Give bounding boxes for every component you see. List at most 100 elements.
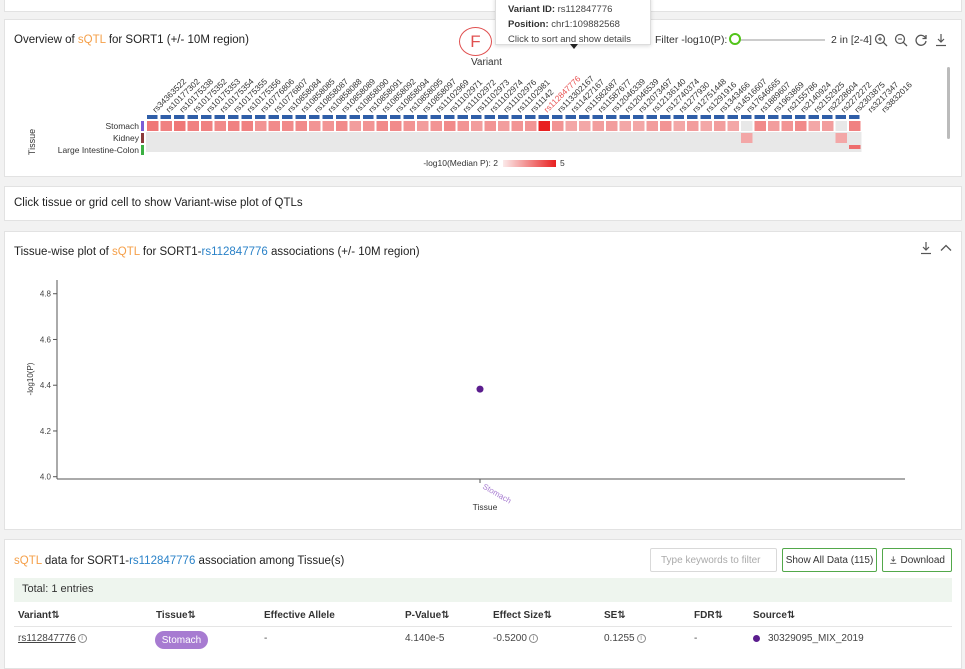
heatmap-cell[interactable] <box>322 121 335 131</box>
heatmap-cell[interactable] <box>849 145 861 149</box>
zoom-in-icon[interactable] <box>873 32 889 48</box>
sort-icon[interactable]: ⇅ <box>543 610 552 621</box>
heatmap-cell[interactable] <box>241 121 254 131</box>
tissue-label[interactable]: Kidney <box>113 133 140 143</box>
tissue-label[interactable]: Large Intestine-Colon <box>58 145 140 155</box>
heatmap-cell[interactable] <box>174 121 186 131</box>
heatmap-cell[interactable] <box>349 121 362 131</box>
col-header-source[interactable]: Source⇅ <box>753 610 796 621</box>
heatmap-cell[interactable] <box>822 121 834 131</box>
heatmap-cell[interactable] <box>606 121 618 131</box>
heatmap-cell[interactable] <box>781 121 794 131</box>
heatmap-cell[interactable] <box>633 121 645 131</box>
heatmap-cell[interactable] <box>741 121 753 131</box>
tissue-axis-label: Tissue <box>27 129 37 155</box>
heatmap-cell[interactable] <box>754 121 767 131</box>
heatmap-cell[interactable] <box>619 121 632 131</box>
heatmap-cell[interactable] <box>552 121 564 131</box>
col-header-variant[interactable]: Variant⇅ <box>18 610 60 621</box>
heatmap-cell[interactable] <box>835 121 848 131</box>
heatmap-cell[interactable] <box>511 121 524 131</box>
download-icon <box>890 556 897 564</box>
col-header-se[interactable]: SE⇅ <box>604 610 626 621</box>
heatmap-cell[interactable] <box>646 121 659 131</box>
heatmap-cell[interactable] <box>687 121 699 131</box>
heatmap-cell[interactable] <box>471 121 483 131</box>
heatmap-cell[interactable] <box>525 121 537 131</box>
keyword-filter-input[interactable] <box>650 548 777 572</box>
heatmap-cell[interactable] <box>673 121 686 131</box>
data-panel-variant-link[interactable]: rs112847776 <box>129 555 196 567</box>
cell-effective-allele: - <box>264 633 268 644</box>
heatmap-cell[interactable] <box>795 121 807 131</box>
tissue-color-marker <box>141 133 144 143</box>
heatmap-cell[interactable] <box>700 121 713 131</box>
filter-slider-track[interactable] <box>738 39 825 41</box>
heatmap-cell[interactable] <box>390 121 402 131</box>
heatmap-cell[interactable] <box>808 121 821 131</box>
data-point[interactable] <box>476 385 484 393</box>
heatmap-cell[interactable] <box>768 121 780 131</box>
heatmap-cell[interactable] <box>592 121 605 131</box>
heatmap-cell[interactable] <box>268 121 281 131</box>
overview-scrollbar[interactable] <box>947 67 950 139</box>
variant-tissue-heatmap[interactable]: rs34363522rs10177302rs10175338rs10175352… <box>5 20 945 168</box>
heatmap-cell[interactable] <box>714 121 726 131</box>
info-icon[interactable]: i <box>528 633 538 643</box>
heatmap-cell[interactable] <box>363 121 375 131</box>
col-header-p-value[interactable]: P-Value⇅ <box>405 610 450 621</box>
heatmap-cell[interactable] <box>417 121 429 131</box>
zoom-out-icon[interactable] <box>893 32 909 48</box>
download-icon[interactable] <box>933 32 949 48</box>
col-header-effect-size[interactable]: Effect Size⇅ <box>493 610 552 621</box>
info-icon[interactable]: i <box>636 633 646 643</box>
info-icon[interactable]: i <box>77 633 87 643</box>
filter-slider-handle[interactable] <box>729 33 741 45</box>
collapse-chevron-icon[interactable] <box>938 240 954 256</box>
sort-icon[interactable]: ⇅ <box>786 610 796 621</box>
col-header-tissue[interactable]: Tissue⇅ <box>156 610 196 621</box>
heatmap-cell[interactable] <box>403 121 416 131</box>
heatmap-cell[interactable] <box>849 121 861 131</box>
heatmap-cell[interactable] <box>727 121 740 131</box>
sort-icon[interactable]: ⇅ <box>51 610 60 621</box>
sort-icon[interactable]: ⇅ <box>714 610 723 621</box>
heatmap-cell[interactable] <box>147 121 159 131</box>
heatmap-cell[interactable] <box>579 121 591 131</box>
plot-download-icon[interactable] <box>918 240 934 256</box>
show-all-data-button[interactable]: Show All Data (115) <box>782 548 877 572</box>
heatmap-cell[interactable] <box>565 121 578 131</box>
heatmap-cell[interactable] <box>228 121 240 131</box>
variant-annotation-mark <box>160 115 171 119</box>
heatmap-cell[interactable] <box>457 121 470 131</box>
reset-icon[interactable] <box>913 32 929 48</box>
heatmap-cell[interactable] <box>498 121 510 131</box>
col-header-fdr[interactable]: FDR⇅ <box>694 610 723 621</box>
heatmap-cell[interactable] <box>660 121 672 131</box>
heatmap-cell[interactable] <box>282 121 294 131</box>
tissue-label[interactable]: Stomach <box>105 121 139 131</box>
tissue-badge[interactable]: Stomach <box>155 631 208 649</box>
heatmap-cell[interactable] <box>201 121 213 131</box>
cell-variant[interactable]: rs112847776 i <box>18 633 87 644</box>
heatmap-cell[interactable] <box>444 121 456 131</box>
heatmap-cell[interactable] <box>214 121 227 131</box>
heatmap-cell[interactable] <box>430 121 443 131</box>
heatmap-cell[interactable] <box>160 121 173 131</box>
heatmap-cell[interactable] <box>741 133 753 143</box>
heatmap-cell[interactable] <box>295 121 308 131</box>
heatmap-cell[interactable] <box>835 133 848 143</box>
sort-icon[interactable]: ⇅ <box>187 610 196 621</box>
sort-icon[interactable]: ⇅ <box>617 610 626 621</box>
heatmap-cell[interactable] <box>538 121 551 131</box>
heatmap-cell[interactable] <box>187 121 200 131</box>
sort-icon[interactable]: ⇅ <box>441 610 450 621</box>
heatmap-cell[interactable] <box>336 121 348 131</box>
heatmap-cell[interactable] <box>309 121 321 131</box>
heatmap-cell[interactable] <box>255 121 267 131</box>
heatmap-cell[interactable] <box>484 121 497 131</box>
download-button[interactable]: Download <box>882 548 952 572</box>
heatmap-cell[interactable] <box>376 121 389 131</box>
tissue-plot-variant-link[interactable]: rs112847776 <box>201 246 268 258</box>
